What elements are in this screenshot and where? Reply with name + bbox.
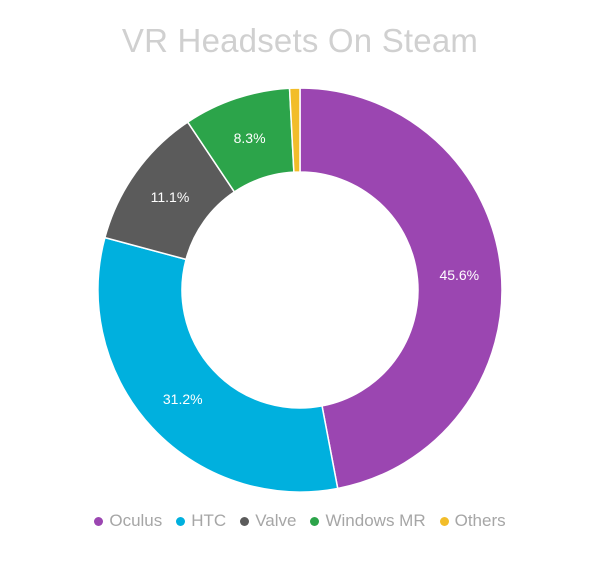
- legend-item-windows-mr: Windows MR: [310, 511, 426, 531]
- legend-label-valve: Valve: [255, 511, 297, 530]
- legend-label-htc: HTC: [191, 511, 227, 530]
- donut-chart: 45.6% 31.2% 11.1% 8.3%: [97, 87, 503, 493]
- legend-item-others: Others: [439, 511, 506, 531]
- legend-label-oculus: Oculus: [109, 511, 163, 530]
- data-label-oculus: 45.6%: [439, 267, 479, 283]
- legend-swatch-htc: [176, 516, 186, 526]
- data-label-windows-mr: 8.3%: [234, 130, 266, 146]
- legend-swatch-others: [439, 516, 449, 526]
- legend-label-windows-mr: Windows MR: [325, 511, 426, 530]
- legend-label-others: Others: [454, 511, 506, 530]
- donut-slice-others: [288, 87, 301, 173]
- legend-item-oculus: Oculus: [94, 511, 162, 531]
- legend-swatch-valve: [240, 516, 250, 526]
- donut-slice-oculus: [299, 87, 503, 490]
- legend-item-valve: Valve: [240, 511, 296, 531]
- chart-title: VR Headsets On Steam: [121, 22, 479, 59]
- data-label-valve: 11.1%: [151, 189, 190, 205]
- chart-legend: Oculus HTC Valve Windows MR Others: [0, 511, 600, 531]
- data-label-htc: 31.2%: [163, 391, 203, 407]
- legend-item-htc: HTC: [176, 511, 226, 531]
- donut-slice-htc: [97, 236, 339, 493]
- legend-swatch-windows-mr: [310, 516, 320, 526]
- legend-swatch-oculus: [94, 516, 104, 526]
